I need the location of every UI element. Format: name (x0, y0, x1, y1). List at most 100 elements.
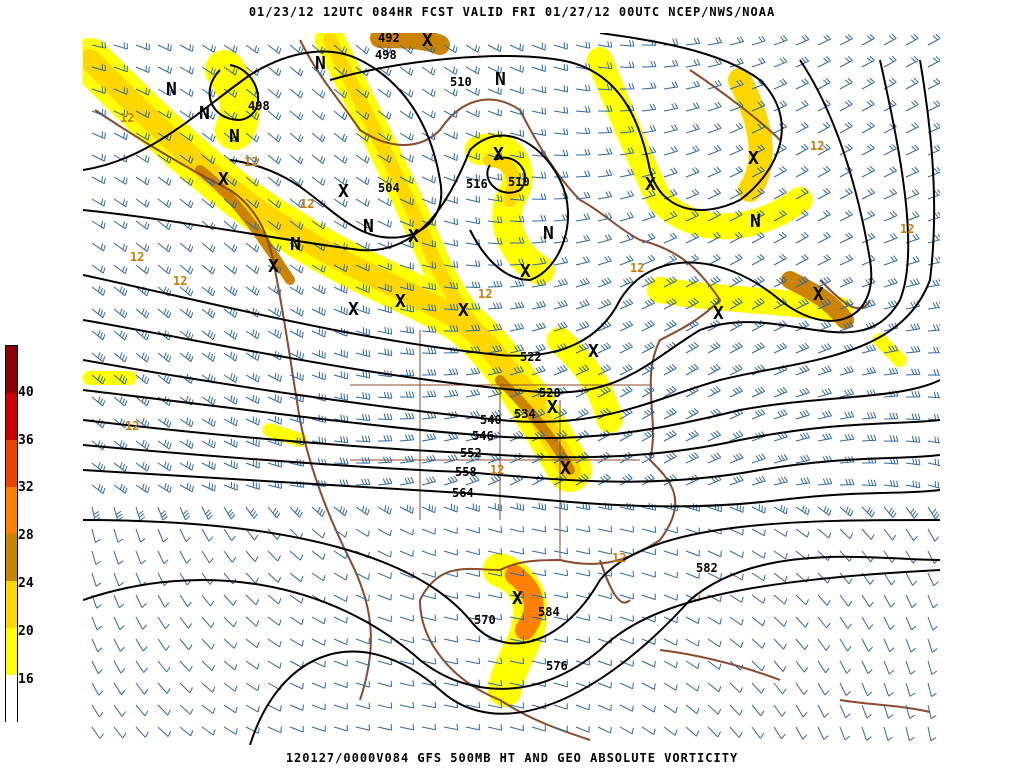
wind-barb (135, 374, 150, 385)
wind-barb (729, 79, 744, 90)
wind-barb (729, 550, 744, 558)
wind-barb (289, 88, 304, 99)
wind-barb (157, 43, 172, 52)
wind-barb (333, 528, 348, 538)
wind-barb (905, 594, 917, 608)
wind-barb (531, 613, 547, 621)
wind-barb (289, 372, 304, 382)
wind-barb (465, 44, 480, 53)
wind-barb (223, 550, 237, 563)
wind-barb (927, 638, 938, 653)
wind-barb (135, 242, 150, 252)
wind-barb (245, 198, 260, 209)
wind-barb (311, 638, 326, 646)
vorticity-label: 12 (490, 463, 504, 477)
wind-barb (289, 328, 304, 339)
wind-barb (91, 86, 106, 94)
wind-barb (91, 220, 106, 230)
wind-barb (509, 502, 525, 511)
low-marker: X (520, 261, 531, 282)
wind-barb (487, 44, 502, 53)
wind-barb (905, 704, 915, 719)
wind-barb (553, 386, 568, 398)
wind-barb (377, 413, 393, 420)
wind-barb (883, 367, 899, 376)
wind-barb (223, 242, 238, 253)
wind-barb (531, 387, 546, 398)
wind-barb (905, 188, 920, 200)
wind-barb (377, 594, 392, 601)
wind-barb (443, 723, 459, 731)
wind-barb (641, 660, 656, 668)
wind-barb (619, 592, 634, 600)
wind-barb (135, 417, 150, 429)
wind-barb (531, 365, 546, 376)
low-marker: X (645, 174, 656, 195)
wind-barb (509, 258, 525, 266)
wind-barb (685, 363, 699, 376)
contour-label: 498 (248, 99, 270, 113)
wind-barb (531, 64, 546, 72)
wind-barb (355, 392, 371, 400)
contour-labels: 492 498 498 510 504 516 510 522 528 534 … (248, 33, 718, 673)
wind-barb (773, 78, 788, 90)
wind-barb (91, 682, 104, 696)
wind-barb (861, 616, 874, 630)
wind-barb (553, 474, 567, 486)
wind-barb (333, 371, 348, 380)
wind-barb (311, 328, 326, 338)
wind-barb (927, 528, 940, 542)
wind-barb (333, 392, 349, 401)
wind-barb (685, 452, 699, 464)
wind-barb (553, 321, 568, 332)
wind-barb (135, 594, 147, 608)
contour-label: 504 (378, 181, 400, 195)
wind-barb (773, 550, 788, 560)
wind-barb (773, 231, 787, 244)
wind-barb (311, 154, 326, 165)
wind-barb (773, 386, 788, 398)
wind-barb (399, 701, 415, 709)
wind-barb (421, 592, 436, 600)
wind-barb (707, 638, 722, 648)
wind-barb (773, 704, 786, 717)
wind-barb (795, 409, 810, 420)
wind-barb (267, 506, 281, 519)
wind-barb (135, 439, 150, 450)
wind-barb (267, 285, 282, 296)
wind-barb (773, 298, 787, 310)
wind-barb (377, 88, 392, 98)
wind-barb (91, 506, 101, 522)
wind-barb (443, 217, 458, 226)
wind-barb (905, 638, 916, 653)
low-marker: X (395, 291, 406, 312)
wind-barb (817, 165, 831, 178)
wind-barb (135, 330, 150, 341)
wind-barb (575, 364, 590, 376)
wind-barb (817, 143, 831, 156)
wind-barb (245, 438, 260, 448)
wind-barb (905, 166, 920, 178)
wind-barb (421, 261, 437, 269)
wind-barb (597, 614, 612, 622)
wind-barb (421, 369, 437, 376)
wind-barb (267, 704, 282, 712)
wind-barb (575, 703, 590, 711)
wind-barb (619, 526, 635, 533)
wind-barb (267, 44, 282, 54)
wind-barb (641, 276, 656, 288)
wind-barb (443, 131, 458, 140)
wind-barb (267, 459, 282, 468)
wind-barb (113, 64, 128, 73)
wind-barb (927, 391, 940, 399)
wind-barb (487, 526, 503, 533)
wind-barb (311, 284, 326, 295)
wind-barb (905, 100, 919, 112)
wind-barb (377, 550, 392, 558)
wind-barb (751, 431, 766, 442)
wind-barb (355, 413, 371, 421)
wind-barb (531, 547, 547, 555)
wind-barb (179, 682, 193, 694)
wind-barb (267, 66, 282, 77)
wind-barb (91, 131, 106, 140)
